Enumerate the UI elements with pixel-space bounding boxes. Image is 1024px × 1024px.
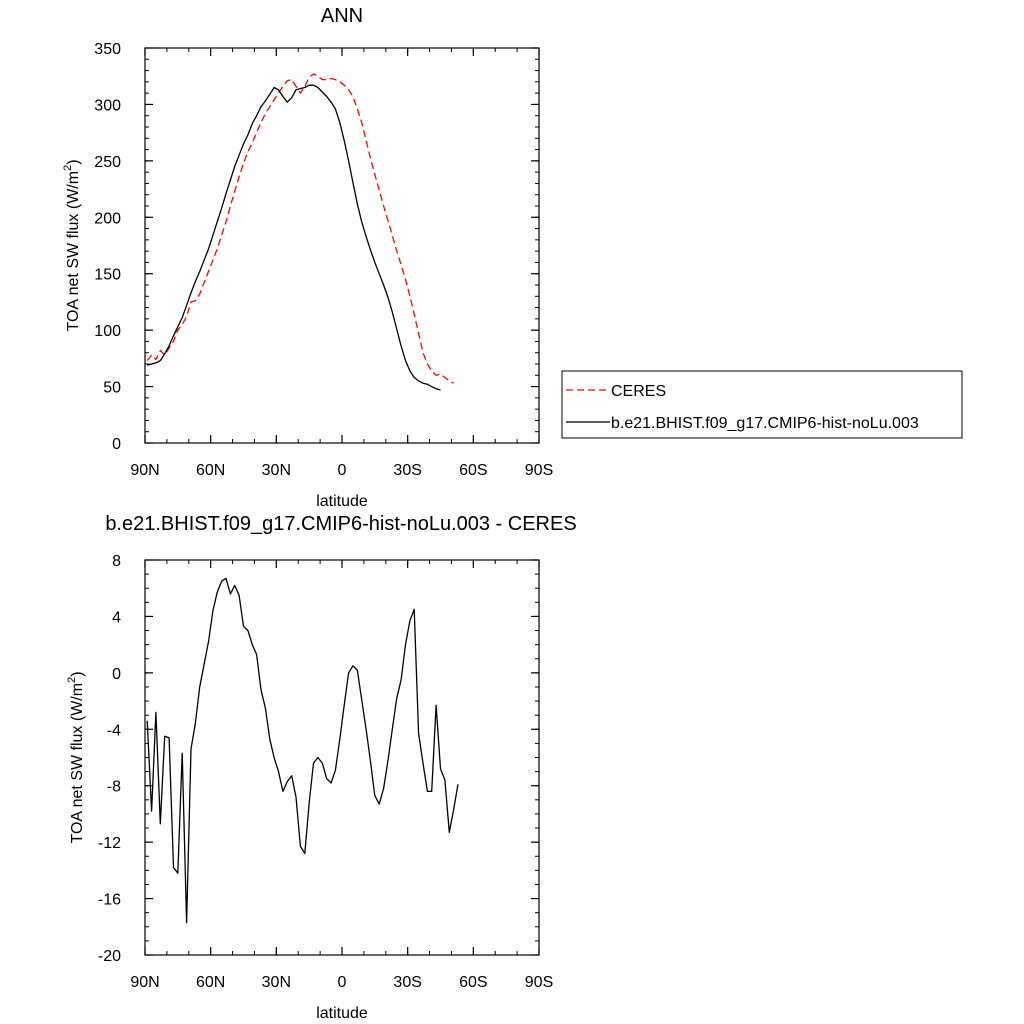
legend-box	[561, 370, 963, 439]
legend-label: b.e21.BHIST.f09_g17.CMIP6-hist-noLu.003	[611, 415, 919, 432]
plot-frame	[144, 47, 540, 444]
legend: CERES b.e21.BHIST.f09_g17.CMIP6-hist-noLu…	[561, 370, 963, 439]
y-tick-label: 150	[94, 267, 121, 284]
x-tick-label: 90S	[525, 974, 553, 991]
x-axis-label: latitude	[316, 493, 368, 510]
y-tick-label: 200	[94, 210, 121, 227]
y-tick-label: -8	[107, 779, 121, 796]
x-tick-label: 60N	[196, 974, 225, 991]
x-tick-label: 0	[338, 462, 347, 479]
y-tick-label: 300	[94, 97, 121, 114]
y-tick-label: -16	[98, 892, 121, 909]
x-tick-label: 60N	[196, 462, 225, 479]
series-line-model	[146, 577, 459, 924]
x-tick-label: 30N	[262, 462, 291, 479]
top-panel: 0 50 100 150 200 250 300 350 90N 60N 30N 0 30S 60S 90S…	[62, 5, 963, 510]
y-axis-label: TOA net SW flux (W/m2)	[62, 159, 82, 331]
y-tick-label: 8	[112, 553, 121, 570]
y-tick-label: 250	[94, 154, 121, 171]
x-tick-label: 30S	[393, 462, 421, 479]
y-tick-label: -4	[107, 722, 121, 739]
x-tick-label: 90S	[525, 462, 553, 479]
y-tick-label: 350	[94, 41, 121, 58]
series-line-ceres	[146, 73, 454, 384]
y-tick-label: -20	[98, 948, 121, 965]
x-axis-label: latitude	[316, 1005, 368, 1022]
y-tick-label: 4	[112, 609, 121, 626]
y-axis-label: TOA net SW flux (W/m2)	[66, 671, 86, 843]
y-tick-label: 50	[103, 380, 121, 397]
chart-title: ANN	[321, 5, 363, 27]
x-tick-label: 0	[338, 974, 347, 991]
chart-title: b.e21.BHIST.f09_g17.CMIP6-hist-noLu.003 …	[105, 513, 576, 535]
series-line-model	[147, 84, 441, 391]
y-tick-label: 0	[112, 436, 121, 453]
x-tick-label: 60S	[459, 462, 487, 479]
x-tick-label: 30N	[262, 974, 291, 991]
bottom-panel: -20 -16 -12 -8 -4 0 4 8 90N 60N 30N 0 30S 60S 90S b.e21…	[66, 513, 577, 1022]
plot-frame	[144, 559, 540, 956]
y-tick-label: 0	[112, 666, 121, 683]
x-tick-label: 30S	[393, 974, 421, 991]
x-tick-label: 90N	[130, 974, 159, 991]
x-tick-label: 60S	[459, 974, 487, 991]
legend-label: CERES	[611, 383, 666, 400]
x-tick-label: 90N	[130, 462, 159, 479]
y-tick-label: -12	[98, 835, 121, 852]
y-tick-label: 100	[94, 323, 121, 340]
